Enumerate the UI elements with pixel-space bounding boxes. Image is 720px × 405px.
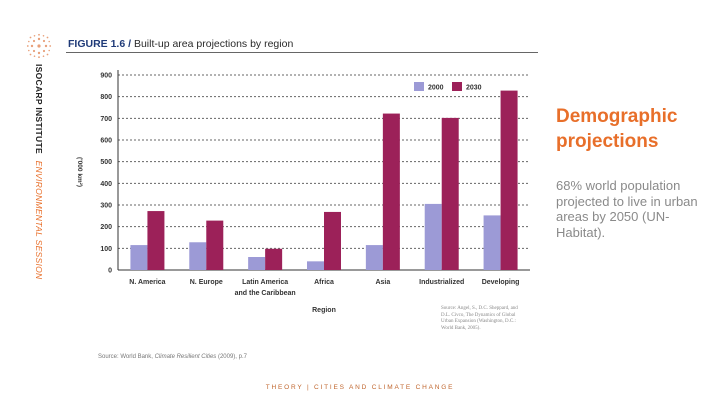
y-tick-label: 100 (100, 246, 112, 253)
y-tick-label: 700 (100, 116, 112, 123)
x-tick-label: Industrialized (419, 279, 464, 286)
isocarp-logo-icon (26, 33, 52, 59)
figure-title-text: Built-up area projections by region (133, 38, 294, 50)
figure-rule (66, 52, 538, 53)
y-tick-label: 0 (108, 268, 112, 275)
source-prefix: Source: World Bank, (98, 354, 155, 360)
x-tick-label: N. Europe (190, 279, 223, 286)
book-source-note: Source: Angel, S., D.C. Sheppard, and D.… (441, 306, 518, 331)
y-tick-label: 500 (100, 159, 112, 166)
legend-swatch-2000 (414, 82, 424, 91)
x-tick-label: and the Caribbean (235, 290, 296, 297)
bar-2000 (248, 257, 266, 270)
bar-2000 (365, 245, 383, 270)
figure-number: FIGURE 1.6 / (68, 38, 132, 50)
side-label-plain: ISOCARP INSTITUTE (34, 64, 44, 154)
slide-footer: THEORY | CITIES AND CLIMATE CHANGE (265, 384, 455, 391)
figure-title: FIGURE 1.6 / Built-up area projections b… (68, 38, 293, 50)
y-tick-label: 600 (100, 138, 112, 145)
bar-2030 (382, 113, 400, 270)
x-tick-label: Africa (314, 279, 334, 286)
x-axis-label: Region (312, 307, 336, 314)
heading-line-2: projections (556, 131, 659, 152)
bar-2030 (206, 220, 224, 270)
y-tick-label: 900 (100, 73, 112, 80)
x-tick-label: Developing (482, 279, 520, 286)
slide-heading: Demographic projections (556, 104, 716, 154)
y-tick-label: 800 (100, 94, 112, 101)
bar-2000 (424, 203, 442, 270)
legend-label-2000: 2000 (428, 85, 444, 92)
source-citation: Source: World Bank, Climate Resilient Ci… (98, 354, 247, 360)
source-suffix: (2009), p.7 (216, 354, 247, 360)
slide-description: 68% world population projected to live i… (556, 178, 698, 240)
y-tick-label: 300 (100, 203, 112, 210)
heading-line-1: Demographic (556, 106, 678, 127)
legend-swatch-2030 (452, 82, 462, 91)
bar-2030 (265, 248, 283, 270)
bar-2030 (500, 90, 518, 270)
source-title: Climate Resilient Cities (154, 354, 217, 360)
side-label: ISOCARP INSTITUTE ENVIRONMENTAL SESSION (32, 64, 46, 294)
bar-2000 (483, 215, 501, 270)
x-tick-label: N. America (129, 279, 165, 286)
legend-label-2030: 2030 (466, 85, 482, 92)
x-tick-label: Latin America (242, 279, 288, 286)
bar-2030 (441, 117, 459, 271)
bar-2030 (324, 211, 341, 270)
bar-2000 (189, 242, 207, 270)
svg-text:ISOCARP INSTITUTE ENVIRO: ISOCARP INSTITUTE ENVIRONMENTAL SESSION (34, 64, 44, 280)
y-axis-label: ('000 km²) (76, 157, 83, 187)
x-tick-label: Asia (375, 279, 390, 286)
bar-2000 (130, 245, 148, 270)
side-label-italic: ENVIRONMENTAL SESSION (34, 161, 44, 280)
y-tick-label: 200 (100, 224, 112, 231)
y-tick-label: 400 (100, 181, 112, 188)
bar-2000 (307, 261, 324, 270)
bar-2030 (147, 211, 165, 270)
